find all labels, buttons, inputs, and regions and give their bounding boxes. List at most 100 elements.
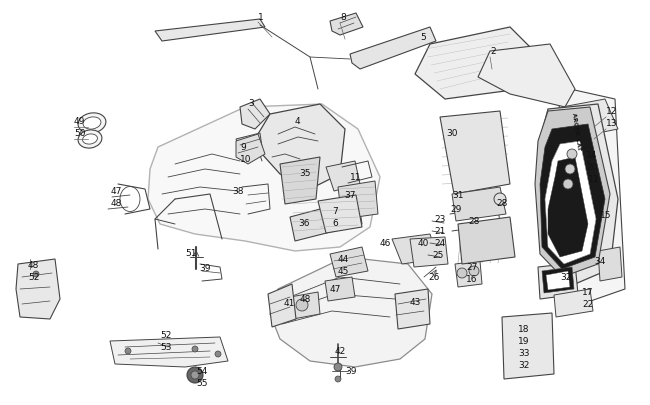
Text: 33: 33 xyxy=(518,349,530,358)
Text: 15: 15 xyxy=(600,211,612,220)
Text: 54: 54 xyxy=(196,367,207,375)
Ellipse shape xyxy=(83,134,98,145)
Polygon shape xyxy=(554,289,593,317)
Ellipse shape xyxy=(78,113,106,134)
Text: 32: 32 xyxy=(560,273,571,282)
Polygon shape xyxy=(458,217,515,264)
Text: 27: 27 xyxy=(466,263,477,272)
Text: 34: 34 xyxy=(594,257,605,266)
Text: 43: 43 xyxy=(410,298,421,307)
Text: 47: 47 xyxy=(330,285,341,294)
Text: 35: 35 xyxy=(299,169,311,178)
Polygon shape xyxy=(538,263,578,299)
Polygon shape xyxy=(258,105,345,190)
Text: 5: 5 xyxy=(420,34,426,43)
Text: 51: 51 xyxy=(185,249,196,258)
Text: 42: 42 xyxy=(335,347,346,356)
Text: 22: 22 xyxy=(582,300,593,309)
Polygon shape xyxy=(16,259,60,319)
Polygon shape xyxy=(236,134,262,155)
Text: 20: 20 xyxy=(586,163,597,172)
Text: ARCTIC CAT: ARCTIC CAT xyxy=(571,113,581,151)
Circle shape xyxy=(296,299,308,311)
Text: 24: 24 xyxy=(434,239,445,248)
Text: 26: 26 xyxy=(428,273,439,282)
Text: 31: 31 xyxy=(452,191,463,200)
Text: 10: 10 xyxy=(240,155,252,164)
Polygon shape xyxy=(542,267,574,293)
Polygon shape xyxy=(326,162,360,192)
Text: 8: 8 xyxy=(340,13,346,22)
Polygon shape xyxy=(502,313,554,379)
Text: 23: 23 xyxy=(434,215,445,224)
Text: 12: 12 xyxy=(606,107,618,116)
Text: 48: 48 xyxy=(28,261,40,270)
Text: 17: 17 xyxy=(582,288,593,297)
Circle shape xyxy=(469,266,479,276)
Text: 2: 2 xyxy=(490,47,495,56)
Text: 37: 37 xyxy=(344,191,356,200)
Circle shape xyxy=(125,348,131,354)
Polygon shape xyxy=(395,289,430,329)
Polygon shape xyxy=(350,28,436,70)
Text: 11: 11 xyxy=(350,173,361,182)
Text: 7: 7 xyxy=(332,207,338,216)
Polygon shape xyxy=(545,142,596,264)
Circle shape xyxy=(191,371,199,379)
Circle shape xyxy=(192,346,198,352)
Polygon shape xyxy=(280,158,320,205)
Text: 6: 6 xyxy=(332,219,338,228)
Circle shape xyxy=(215,351,221,357)
Text: 9: 9 xyxy=(240,143,246,152)
Text: 52: 52 xyxy=(28,273,40,282)
Circle shape xyxy=(563,179,573,190)
Polygon shape xyxy=(548,158,588,257)
Text: 48: 48 xyxy=(300,295,311,304)
Text: 19: 19 xyxy=(518,337,530,345)
Text: 16: 16 xyxy=(466,275,478,284)
Text: 38: 38 xyxy=(232,187,244,196)
Polygon shape xyxy=(392,234,438,264)
Polygon shape xyxy=(155,20,265,42)
Circle shape xyxy=(565,164,575,175)
Text: 28: 28 xyxy=(496,199,508,208)
Circle shape xyxy=(567,149,577,160)
Text: 46: 46 xyxy=(380,239,391,248)
Polygon shape xyxy=(236,135,265,164)
Polygon shape xyxy=(325,277,355,301)
Polygon shape xyxy=(410,237,448,267)
Text: 1: 1 xyxy=(258,13,264,21)
Text: 25: 25 xyxy=(432,251,443,260)
Text: 36: 36 xyxy=(298,219,309,228)
Text: 28: 28 xyxy=(468,217,480,226)
Polygon shape xyxy=(598,247,622,281)
Text: 13: 13 xyxy=(606,119,618,128)
Text: 11: 11 xyxy=(588,175,599,184)
Polygon shape xyxy=(290,200,362,241)
Polygon shape xyxy=(318,196,362,233)
Text: 55: 55 xyxy=(196,379,207,388)
Text: 40: 40 xyxy=(418,239,430,248)
Polygon shape xyxy=(546,271,570,290)
Circle shape xyxy=(457,269,467,278)
Polygon shape xyxy=(545,90,625,304)
Circle shape xyxy=(335,376,341,382)
Text: 29: 29 xyxy=(450,205,461,214)
Polygon shape xyxy=(478,45,575,108)
Text: 21: 21 xyxy=(434,227,445,236)
Text: 44: 44 xyxy=(338,255,349,264)
Polygon shape xyxy=(270,257,432,367)
Text: 39: 39 xyxy=(199,264,211,273)
Polygon shape xyxy=(148,105,380,252)
Polygon shape xyxy=(540,125,605,269)
Polygon shape xyxy=(455,261,482,287)
Text: 30: 30 xyxy=(446,129,458,138)
Polygon shape xyxy=(415,28,540,100)
Polygon shape xyxy=(440,112,510,194)
Text: 3: 3 xyxy=(248,98,254,107)
Polygon shape xyxy=(110,337,228,367)
Polygon shape xyxy=(290,292,320,319)
Text: 49: 49 xyxy=(74,117,85,126)
Polygon shape xyxy=(452,188,506,222)
Text: 4: 4 xyxy=(295,117,300,126)
